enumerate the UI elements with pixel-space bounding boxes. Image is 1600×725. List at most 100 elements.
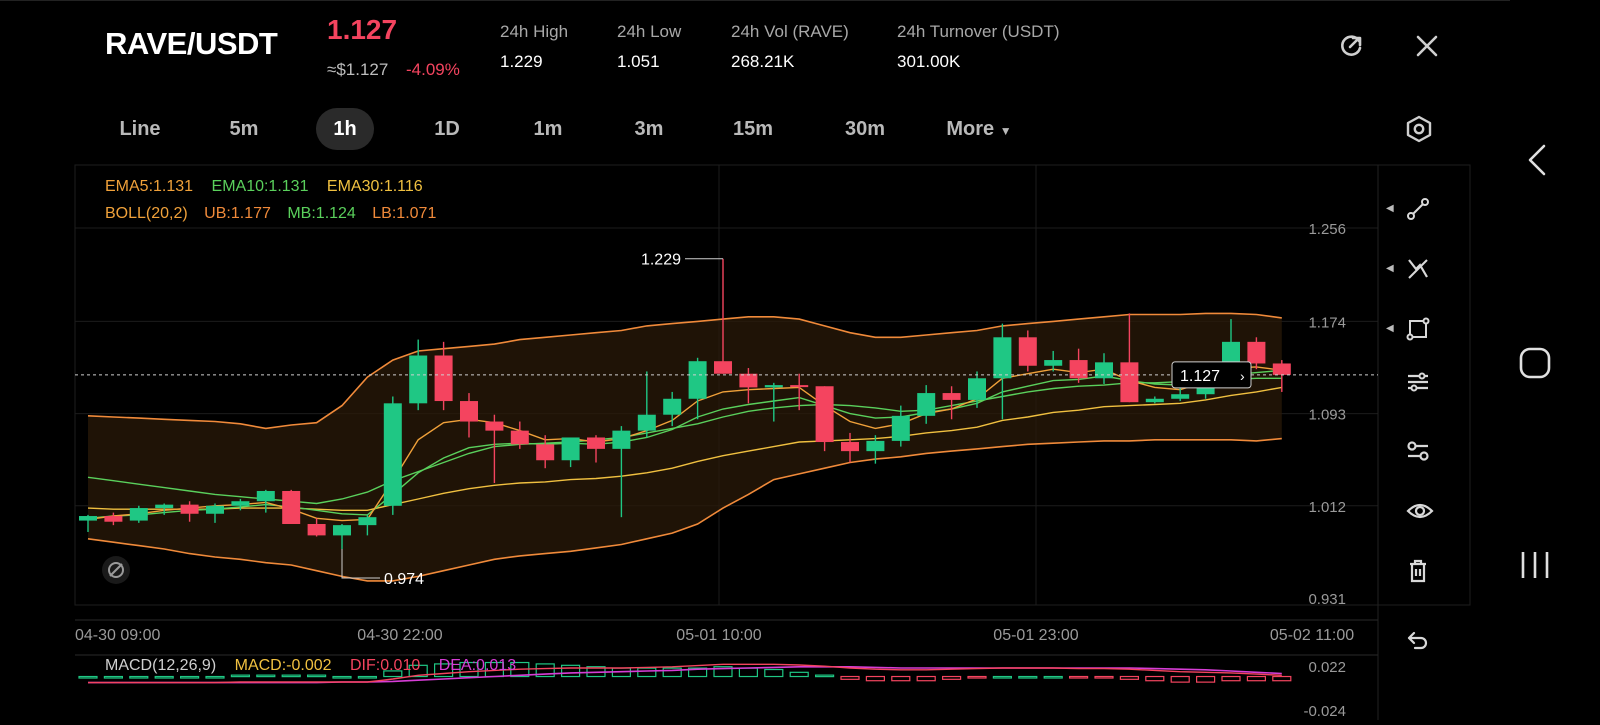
macd-histogram-bar (840, 675, 860, 680)
candle-body (409, 355, 428, 404)
tab-1h[interactable]: 1h (316, 108, 374, 150)
time-tick-label: 05-02 11:00 (1270, 627, 1354, 644)
macd-histogram-bar (103, 675, 124, 679)
visibility-tool[interactable] (1378, 487, 1454, 535)
stat-label: 24h High (500, 22, 569, 41)
candle-body (739, 373, 758, 388)
low-marker-line (341, 549, 380, 579)
candle-body (1272, 363, 1291, 375)
candle-body (282, 490, 301, 524)
macd-histogram-bar (459, 661, 479, 678)
boll-band-area (88, 313, 1282, 581)
candle-body (714, 361, 732, 374)
candle-body (79, 516, 97, 521)
back-icon[interactable] (1528, 144, 1546, 176)
macd-histogram-bar (230, 674, 250, 678)
tab-30m[interactable]: 30m (844, 118, 886, 140)
macd-histogram-bar (1221, 675, 1241, 682)
toggle-nodes-icon (1407, 441, 1429, 461)
macd-histogram-bar (1068, 675, 1089, 679)
candle-body (1247, 341, 1266, 364)
tab-more[interactable]: More ▼ (938, 108, 1020, 150)
candle-body (663, 398, 682, 415)
sliders-icon (1408, 372, 1428, 392)
delete-tool[interactable] (1378, 547, 1454, 595)
undo-icon (1407, 631, 1428, 650)
close-icon[interactable] (1414, 33, 1440, 59)
macd-histogram-bar (281, 674, 301, 678)
candle-body (688, 361, 707, 399)
price-change: -4.09% (406, 60, 460, 79)
macd-histogram-bar (205, 675, 225, 679)
price-tick-label: 1.174 (1308, 314, 1346, 331)
dea-legend: DEA:0.013 (438, 657, 517, 674)
candle-body (815, 386, 834, 443)
macd-histogram-bar (713, 666, 733, 678)
candle-body (536, 444, 555, 461)
macd-histogram-bar (789, 671, 809, 678)
shape-tool[interactable]: ◀ (1378, 305, 1454, 353)
macd-histogram-bar (891, 675, 911, 682)
polygon-icon (1406, 317, 1430, 341)
tab-3m[interactable]: 3m (634, 118, 664, 140)
fib-tool[interactable]: ◀ (1378, 245, 1454, 293)
macd-histogram-bar (256, 674, 276, 678)
stat-label: 24h Low (617, 22, 682, 41)
ema10-legend: EMA10:1.131 (211, 178, 309, 195)
candle-body (307, 524, 326, 536)
candle-style-toggle-icon[interactable] (102, 556, 130, 584)
ema30-legend: EMA30:1.116 (326, 178, 423, 195)
chart-annotations: 1.127 › 1.229 0.974 (75, 252, 1378, 588)
macd-tick-label: 0.022 (1308, 659, 1346, 676)
expand-left-icon: ◀ (1386, 263, 1394, 274)
more-label: More (946, 118, 995, 140)
candle-body (790, 385, 809, 388)
macd-histogram-bar (687, 667, 708, 678)
indicator-tool[interactable] (1378, 427, 1454, 475)
macd-histogram-bar (967, 675, 987, 679)
candle-body (104, 516, 123, 522)
tab-1m[interactable]: 1m (533, 118, 563, 140)
candle-body (231, 501, 250, 506)
macd-histogram-bar (916, 675, 936, 682)
tab-1d[interactable]: 1D (434, 118, 460, 140)
macd-histogram-bar (357, 675, 377, 679)
macd-histogram-bar (814, 674, 835, 678)
tab-5m[interactable]: 5m (229, 118, 259, 140)
boll-lower-line (87, 437, 1282, 582)
macd-histogram-bar (1119, 675, 1140, 680)
candle-body (917, 393, 936, 416)
recents-icon[interactable] (1521, 552, 1549, 578)
eye-icon (1406, 503, 1434, 519)
icon-ring (108, 562, 124, 578)
macd-histogram-bar (535, 663, 555, 678)
tab-15m[interactable]: 15m (732, 118, 774, 140)
macd-histogram-bar (154, 675, 174, 679)
tab-line[interactable]: Line (119, 118, 161, 140)
macd-histogram-bar (1195, 675, 1216, 683)
refresh-icon[interactable] (1338, 33, 1364, 59)
candle-body (434, 355, 453, 402)
undo-tool[interactable] (1378, 617, 1454, 665)
home-icon[interactable] (1519, 347, 1551, 379)
time-tick-label: 05-01 10:00 (676, 627, 762, 644)
candle-body (180, 504, 199, 514)
hexagon-settings-icon[interactable] (1405, 115, 1433, 143)
macd-histogram-bar (1272, 675, 1292, 682)
price-tick-label: 1.012 (1308, 499, 1346, 516)
macd-histogram-bar (307, 674, 327, 678)
candle-body (129, 508, 148, 521)
candle-body (764, 385, 783, 388)
candle-body (1171, 394, 1190, 399)
macd-histogram-bar (941, 675, 962, 680)
candle-body (510, 430, 529, 445)
candle-body (206, 505, 224, 514)
macd-histogram-bar (78, 675, 98, 679)
adjust-tool[interactable] (1378, 358, 1454, 406)
approx-price: ≈$1.127 (327, 60, 389, 79)
boll-band-fill (88, 313, 1282, 581)
mb-legend: MB:1.124 (287, 205, 356, 222)
candles (79, 258, 1291, 550)
trendline-tool[interactable]: ◀ (1378, 185, 1454, 233)
